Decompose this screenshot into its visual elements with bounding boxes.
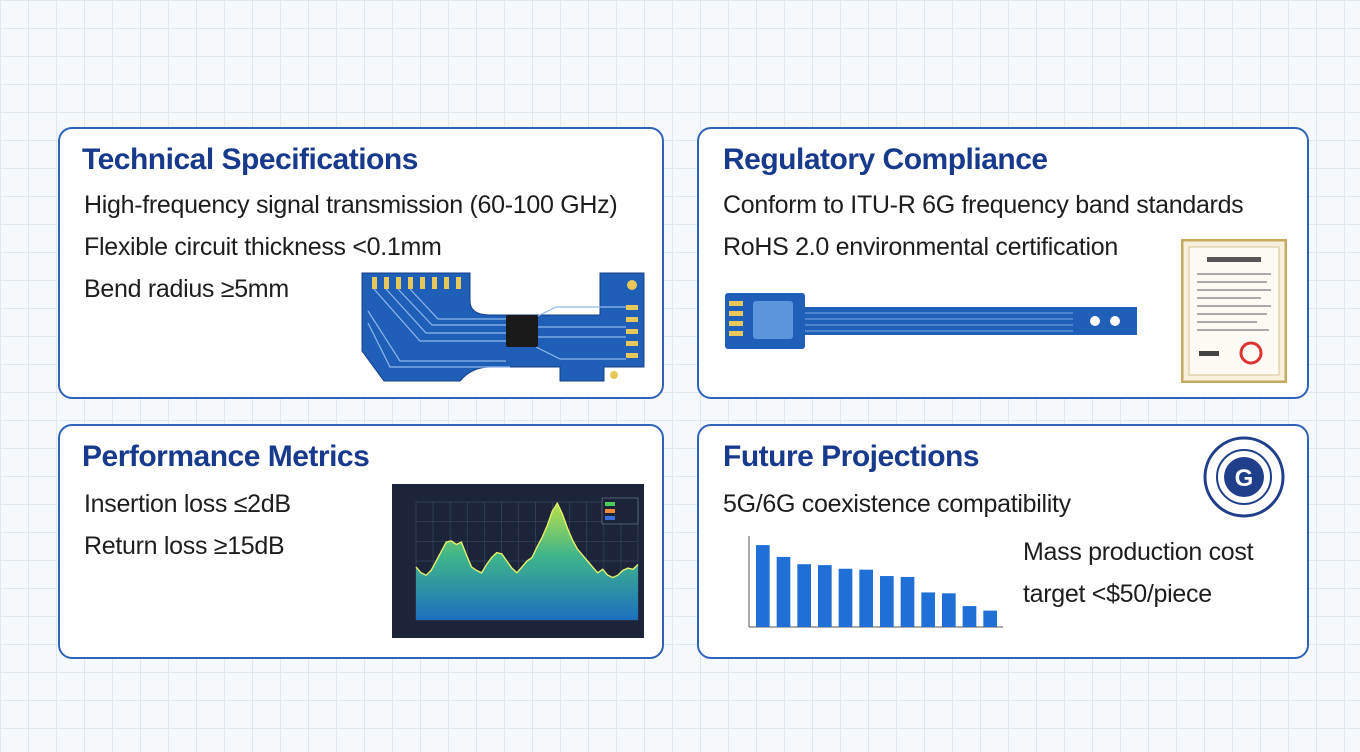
spec-line: Bend radius ≥5mm xyxy=(84,275,289,303)
bar xyxy=(983,610,997,627)
legend-swatch-green xyxy=(605,502,615,506)
area-series-line xyxy=(415,501,639,579)
card-title: Performance Metrics xyxy=(82,440,370,473)
bar xyxy=(859,569,873,627)
spec-line: Flexible circuit thickness <0.1mm xyxy=(84,233,442,261)
bar xyxy=(756,545,770,627)
projection-line: target <$50/piece xyxy=(1023,580,1212,608)
card-future-projections: Future Projections 5G/6G coexistence com… xyxy=(697,424,1309,659)
projection-line: 5G/6G coexistence compatibility xyxy=(723,490,1071,518)
card-title: Regulatory Compliance xyxy=(723,143,1048,176)
legend-swatch-blue xyxy=(605,516,615,520)
6g-seal-logo: G xyxy=(1203,436,1285,518)
card-performance-metrics: Performance Metrics Insertion loss ≤2dB … xyxy=(58,424,664,659)
bar xyxy=(797,564,811,627)
card-technical-specifications: Technical Specifications High-frequency … xyxy=(58,127,664,399)
projection-line: Mass production cost xyxy=(1023,538,1254,566)
card-regulatory-compliance: Regulatory Compliance Conform to ITU-R 6… xyxy=(697,127,1309,399)
bar xyxy=(838,568,853,627)
card-title: Future Projections xyxy=(723,440,980,473)
spec-line: High-frequency signal transmission (60-1… xyxy=(84,191,618,219)
bar xyxy=(942,593,956,627)
card-title: Technical Specifications xyxy=(82,143,418,176)
svg-text:G: G xyxy=(1235,465,1254,492)
flex-cable-image xyxy=(725,293,1137,349)
cost-projection-bar-chart xyxy=(748,536,1003,628)
bar xyxy=(921,592,935,627)
bar xyxy=(776,556,791,627)
bar xyxy=(880,576,894,627)
bar xyxy=(818,565,832,627)
compliance-line: RoHS 2.0 environmental certification xyxy=(723,233,1118,261)
metric-line: Return loss ≥15dB xyxy=(84,532,285,560)
bar xyxy=(900,576,915,627)
pcb-chip-image xyxy=(361,272,645,382)
compliance-line: Conform to ITU-R 6G frequency band stand… xyxy=(723,191,1244,219)
metric-line: Insertion loss ≤2dB xyxy=(84,490,291,518)
frequency-response-chart xyxy=(392,484,644,638)
certificate-image xyxy=(1181,239,1287,383)
legend-swatch-orange xyxy=(605,509,615,513)
bar xyxy=(962,606,977,627)
